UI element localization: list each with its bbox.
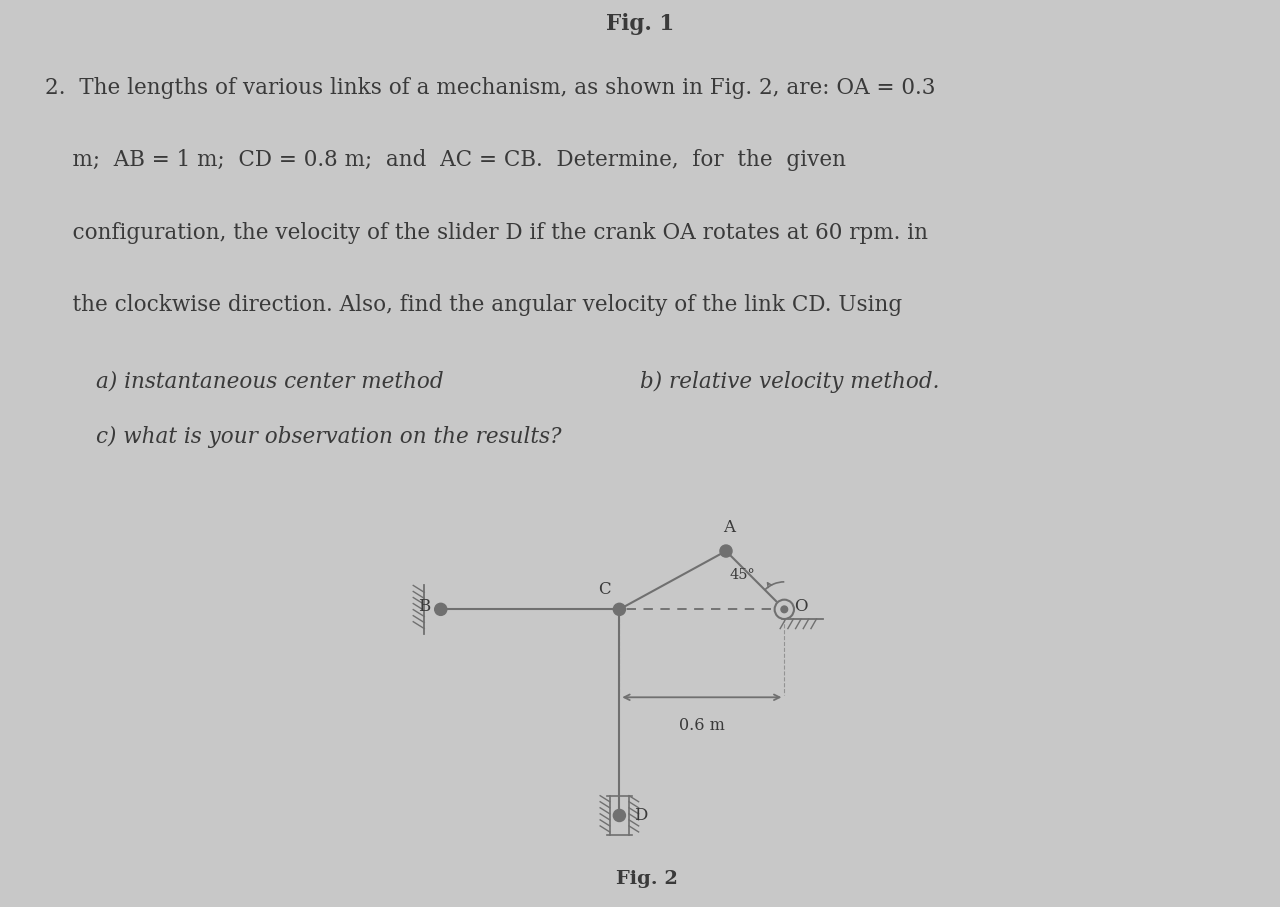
Circle shape: [435, 603, 447, 615]
Text: B: B: [419, 598, 430, 615]
Text: O: O: [794, 598, 808, 615]
Text: D: D: [635, 807, 648, 824]
Text: C: C: [598, 581, 611, 599]
Text: 0.6 m: 0.6 m: [678, 717, 724, 734]
Circle shape: [613, 809, 626, 822]
Circle shape: [774, 600, 794, 619]
Circle shape: [613, 603, 626, 615]
Text: a) instantaneous center method: a) instantaneous center method: [96, 371, 444, 393]
Circle shape: [781, 606, 787, 612]
Text: c) what is your observation on the results?: c) what is your observation on the resul…: [96, 426, 562, 448]
Circle shape: [719, 545, 732, 557]
Text: m;  AB = 1 m;  CD = 0.8 m;  and  AC = CB.  Determine,  for  the  given: m; AB = 1 m; CD = 0.8 m; and AC = CB. De…: [45, 149, 846, 171]
Text: Fig. 1: Fig. 1: [605, 13, 675, 34]
Text: configuration, the velocity of the slider D if the crank OA rotates at 60 rpm. i: configuration, the velocity of the slide…: [45, 221, 928, 244]
Text: b) relative velocity method.: b) relative velocity method.: [640, 371, 940, 393]
Text: 2.  The lengths of various links of a mechanism, as shown in Fig. 2, are: OA = 0: 2. The lengths of various links of a mec…: [45, 77, 936, 99]
Text: 45°: 45°: [730, 568, 755, 582]
Text: the clockwise direction. Also, find the angular velocity of the link CD. Using: the clockwise direction. Also, find the …: [45, 294, 902, 317]
Text: A: A: [723, 519, 735, 536]
Text: Fig. 2: Fig. 2: [616, 871, 678, 889]
